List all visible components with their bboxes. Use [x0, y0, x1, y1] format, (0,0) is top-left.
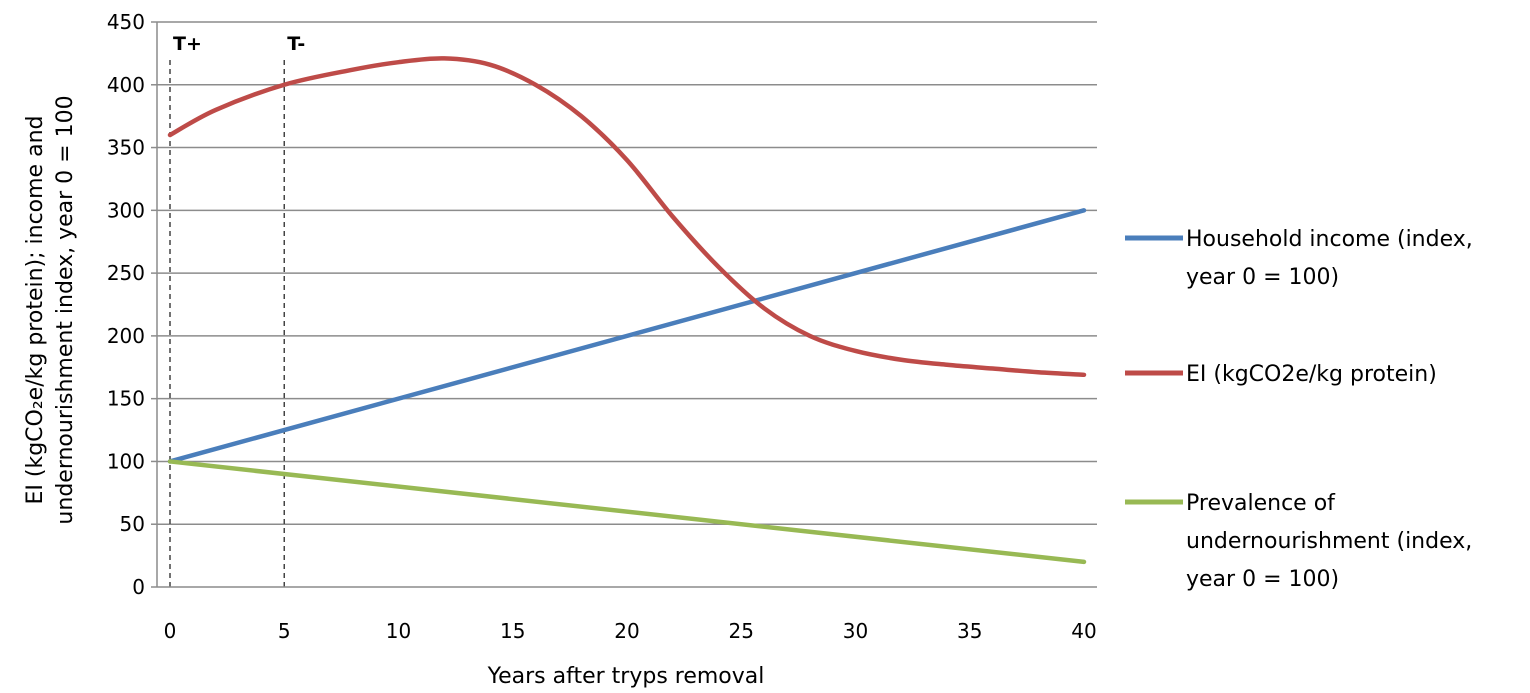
legend-item: EI (kgCO2e/kg protein) [1125, 362, 1437, 387]
y-tick-label: 200 [107, 324, 145, 348]
x-tick-label: 20 [614, 619, 639, 643]
x-axis-title: Years after tryps removal [487, 664, 765, 689]
legend-label: Household income (index, [1186, 227, 1473, 252]
y-tick-label: 50 [120, 512, 145, 536]
axes [156, 22, 1097, 588]
y-axis-title: EI (kgCO₂e/kg protein); income and under… [23, 95, 78, 524]
legend-label: year 0 = 100) [1186, 567, 1339, 592]
period-markers: T+ T- [169, 33, 305, 587]
y-tick-label: 150 [107, 387, 145, 411]
x-tick-label: 25 [729, 619, 754, 643]
x-tick-label: 0 [164, 619, 177, 643]
x-tick-label: 30 [843, 619, 868, 643]
gridlines [151, 21, 1097, 588]
x-tick-label: 35 [957, 619, 982, 643]
series-line [167, 459, 1087, 565]
period-marker-label: T- [287, 33, 305, 55]
series-line [167, 208, 1087, 464]
legend-label: year 0 = 100) [1186, 265, 1339, 290]
y-tick-label: 0 [132, 575, 145, 599]
y-axis-title-line1: EI (kgCO₂e/kg protein); income and [23, 116, 48, 505]
legend-label: EI (kgCO2e/kg protein) [1186, 362, 1437, 387]
series-line [167, 56, 1087, 378]
x-tick-label: 15 [500, 619, 525, 643]
y-tick-label: 400 [107, 73, 145, 97]
legend-item: Household income (index, year 0 = 100) [1125, 227, 1473, 290]
y-axis-title-line2: undernourishment index, year 0 = 100 [53, 95, 78, 524]
series-lines [167, 56, 1087, 565]
period-marker-label: T+ [173, 33, 202, 55]
x-tick-label: 10 [386, 619, 411, 643]
x-tick-label: 40 [1071, 619, 1096, 643]
x-tick-labels: 0 5 10 15 20 25 30 35 40 [164, 619, 1097, 643]
y-tick-label: 250 [107, 261, 145, 285]
y-tick-label: 450 [107, 10, 145, 34]
legend-label: undernourishment (index, [1186, 529, 1472, 554]
y-tick-label: 100 [107, 449, 145, 473]
legend-item: Prevalence of undernourishment (index, yea… [1125, 491, 1472, 592]
y-tick-label: 300 [107, 198, 145, 222]
x-tick-label: 5 [278, 619, 291, 643]
legend-label: Prevalence of [1186, 491, 1336, 516]
y-tick-labels: 0 50 100 150 200 250 300 350 400 450 [107, 10, 145, 599]
legend: Household income (index, year 0 = 100) EI … [1125, 227, 1473, 592]
y-tick-label: 350 [107, 136, 145, 160]
